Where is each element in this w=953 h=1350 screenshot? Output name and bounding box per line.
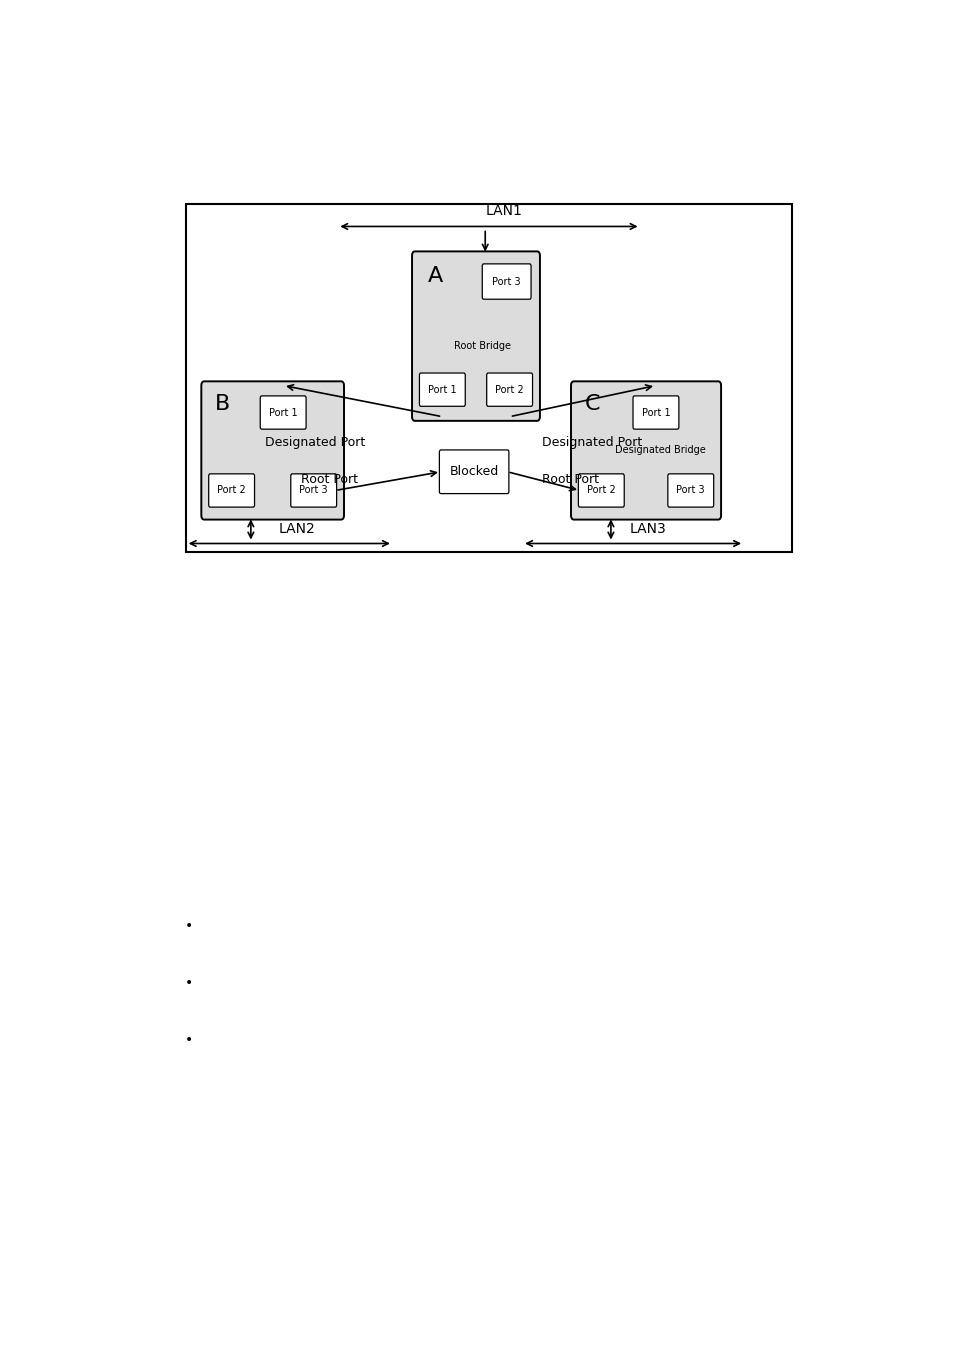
FancyBboxPatch shape [482, 263, 531, 300]
Text: Port 3: Port 3 [492, 277, 520, 286]
Text: •: • [185, 976, 193, 990]
FancyBboxPatch shape [419, 373, 465, 406]
Text: Port 2: Port 2 [217, 486, 246, 495]
FancyBboxPatch shape [486, 373, 532, 406]
FancyBboxPatch shape [667, 474, 713, 508]
Text: Root Port: Root Port [301, 472, 358, 486]
Text: Designated Port: Designated Port [265, 436, 365, 450]
Text: LAN2: LAN2 [278, 522, 314, 536]
Text: C: C [584, 394, 599, 414]
Text: Port 3: Port 3 [299, 486, 328, 495]
FancyBboxPatch shape [209, 474, 254, 508]
Text: LAN3: LAN3 [629, 522, 665, 536]
FancyBboxPatch shape [260, 396, 306, 429]
Text: Port 1: Port 1 [428, 385, 456, 394]
FancyBboxPatch shape [412, 251, 539, 421]
Text: Port 1: Port 1 [641, 408, 670, 417]
Text: Port 3: Port 3 [676, 486, 704, 495]
FancyBboxPatch shape [578, 474, 623, 508]
FancyBboxPatch shape [201, 381, 344, 520]
FancyBboxPatch shape [633, 396, 679, 429]
Text: A: A [428, 266, 443, 286]
Text: Port 1: Port 1 [269, 408, 297, 417]
Text: LAN1: LAN1 [485, 204, 521, 219]
Text: Port 2: Port 2 [495, 385, 523, 394]
FancyBboxPatch shape [571, 381, 720, 520]
Text: Designated Port: Designated Port [541, 436, 642, 450]
Bar [186, 204, 791, 552]
Text: Root Port: Root Port [541, 472, 598, 486]
Text: Root Bridge: Root Bridge [453, 340, 510, 351]
Text: Blocked: Blocked [449, 466, 498, 478]
Text: •: • [185, 919, 193, 933]
Text: Designated Bridge: Designated Bridge [615, 446, 705, 455]
FancyBboxPatch shape [291, 474, 336, 508]
Text: B: B [215, 394, 231, 414]
Text: Port 2: Port 2 [586, 486, 615, 495]
FancyBboxPatch shape [439, 450, 508, 494]
Text: •: • [185, 1033, 193, 1048]
